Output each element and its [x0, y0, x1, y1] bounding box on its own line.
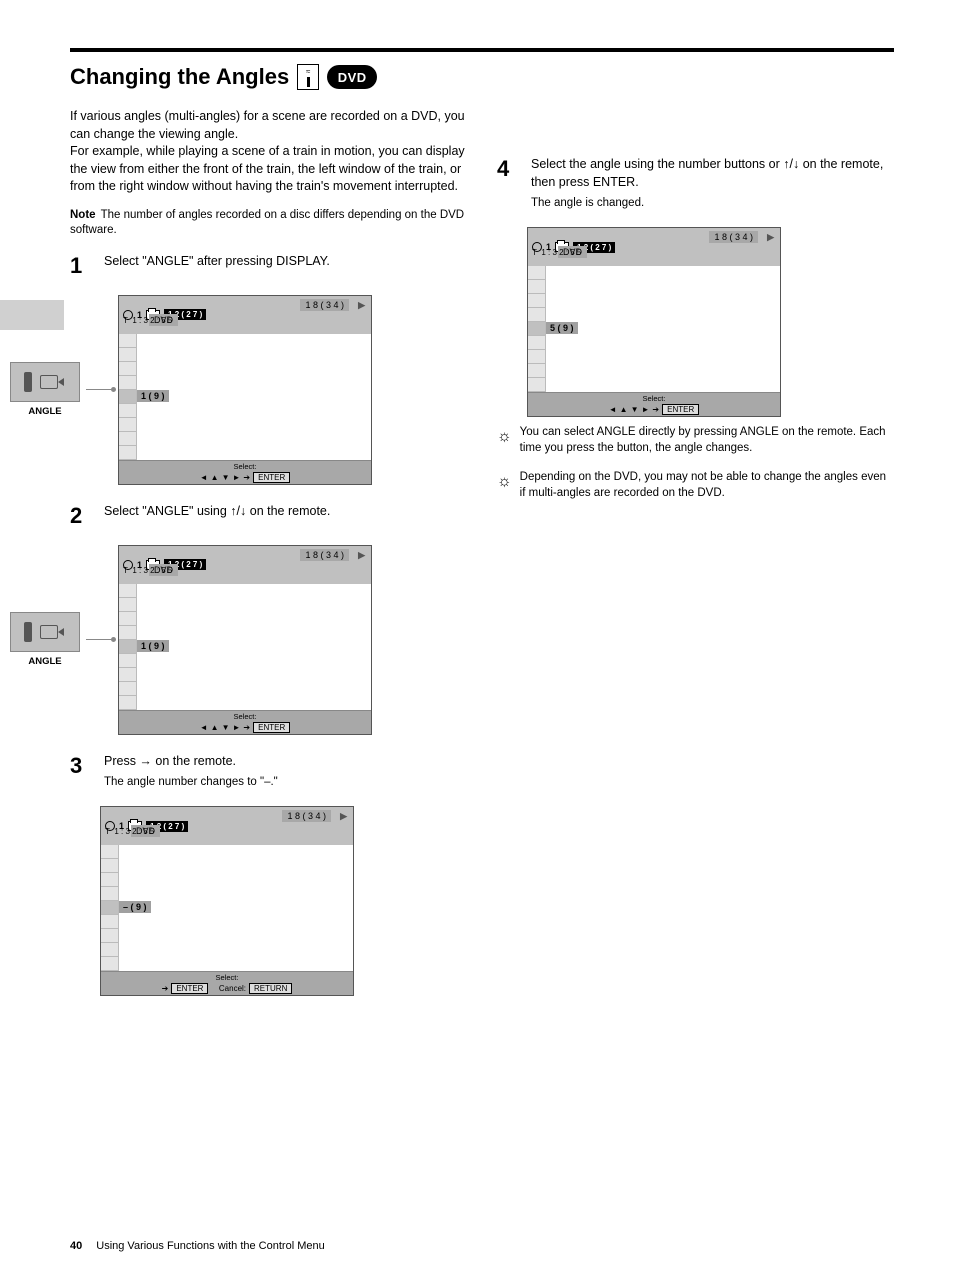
- step-1-text: Select "ANGLE" after pressing DISPLAY.: [104, 253, 330, 279]
- camera-icon: [36, 371, 66, 393]
- controller-glyph: [24, 372, 32, 392]
- page-title: Changing the Angles: [70, 64, 289, 90]
- hint-2: ☼ Depending on the DVD, you may not be a…: [497, 470, 894, 501]
- osd-figure-2: ANGLE 1 1 2 ( 2 7 ) 1 8 ( 3 4 ) ▶ DVD T …: [10, 545, 467, 735]
- dvd-badge: DVD: [327, 65, 377, 89]
- osd-figure-1: ANGLE 1 1 2 ( 2 7 ) 1 8 ( 3 4 ) ▶ DVD T …: [10, 295, 467, 485]
- osd-angle-line: 1 ( 9 ): [137, 390, 169, 402]
- step-4: 4 Select the angle using the number butt…: [497, 156, 894, 211]
- page-footer: 40 Using Various Functions with the Cont…: [70, 1240, 325, 1252]
- play-icon: ▶: [358, 300, 365, 311]
- step-3-num: 3: [70, 753, 96, 791]
- remote-icon: ≈: [297, 64, 319, 90]
- page-number: 40: [70, 1240, 82, 1252]
- top-rule: [70, 48, 894, 52]
- step-4-sub: The angle is changed.: [531, 195, 894, 211]
- osd-figure-4: 1 1 2 ( 2 7 ) 1 8 ( 3 4 ) ▶ DVD T 1 : 3 …: [527, 227, 894, 417]
- side-thumb-tab: [0, 300, 64, 330]
- step-3: 3 Press → on the remote. The angle numbe…: [70, 753, 467, 791]
- hint-1-text: You can select ANGLE directly by pressin…: [520, 425, 894, 456]
- note-label: Note: [70, 209, 96, 221]
- step-3-sub: The angle number changes to "–.": [104, 774, 278, 790]
- step-1-num: 1: [70, 253, 96, 279]
- pointer-line: [86, 389, 112, 390]
- tip-icon-2: ☼: [497, 470, 512, 501]
- step-2: 2 Select "ANGLE" using ↑/↓ on the remote…: [70, 503, 467, 529]
- angle-caption: ANGLE: [28, 406, 61, 417]
- hint-2-text: Depending on the DVD, you may not be abl…: [520, 470, 894, 501]
- step-3-text: Press → on the remote.: [104, 753, 278, 771]
- tip-icon: ☼: [497, 425, 512, 456]
- intro-text: If various angles (multi-angles) for a s…: [70, 108, 467, 196]
- osd-panel-2: 1 1 2 ( 2 7 ) 1 8 ( 3 4 ) ▶ DVD T 1 : 3 …: [118, 545, 372, 735]
- step-2-text: Select "ANGLE" using ↑/↓ on the remote.: [104, 503, 330, 529]
- angle-icon-box: [10, 362, 80, 402]
- angle-icon-box-2: [10, 612, 80, 652]
- osd-panel-3: 1 1 2 ( 2 7 ) 1 8 ( 3 4 ) ▶ DVD T 1 : 3 …: [100, 806, 354, 996]
- note-text: The number of angles recorded on a disc …: [70, 209, 464, 237]
- osd-figure-3: 1 1 2 ( 2 7 ) 1 8 ( 3 4 ) ▶ DVD T 1 : 3 …: [100, 806, 467, 996]
- hint-1: ☼ You can select ANGLE directly by press…: [497, 425, 894, 456]
- footer-section-title: Using Various Functions with the Control…: [96, 1240, 324, 1252]
- note-box: Note The number of angles recorded on a …: [70, 208, 467, 239]
- osd-panel-4: 1 1 2 ( 2 7 ) 1 8 ( 3 4 ) ▶ DVD T 1 : 3 …: [527, 227, 781, 417]
- page-header: Changing the Angles ≈ DVD: [70, 64, 894, 90]
- osd-panel: 1 1 2 ( 2 7 ) 1 8 ( 3 4 ) ▶ DVD T 1 : 3 …: [118, 295, 372, 485]
- step-1: 1 Select "ANGLE" after pressing DISPLAY.: [70, 253, 467, 279]
- step-2-num: 2: [70, 503, 96, 529]
- step-4-num: 4: [497, 156, 523, 211]
- step-4-text: Select the angle using the number button…: [531, 156, 894, 191]
